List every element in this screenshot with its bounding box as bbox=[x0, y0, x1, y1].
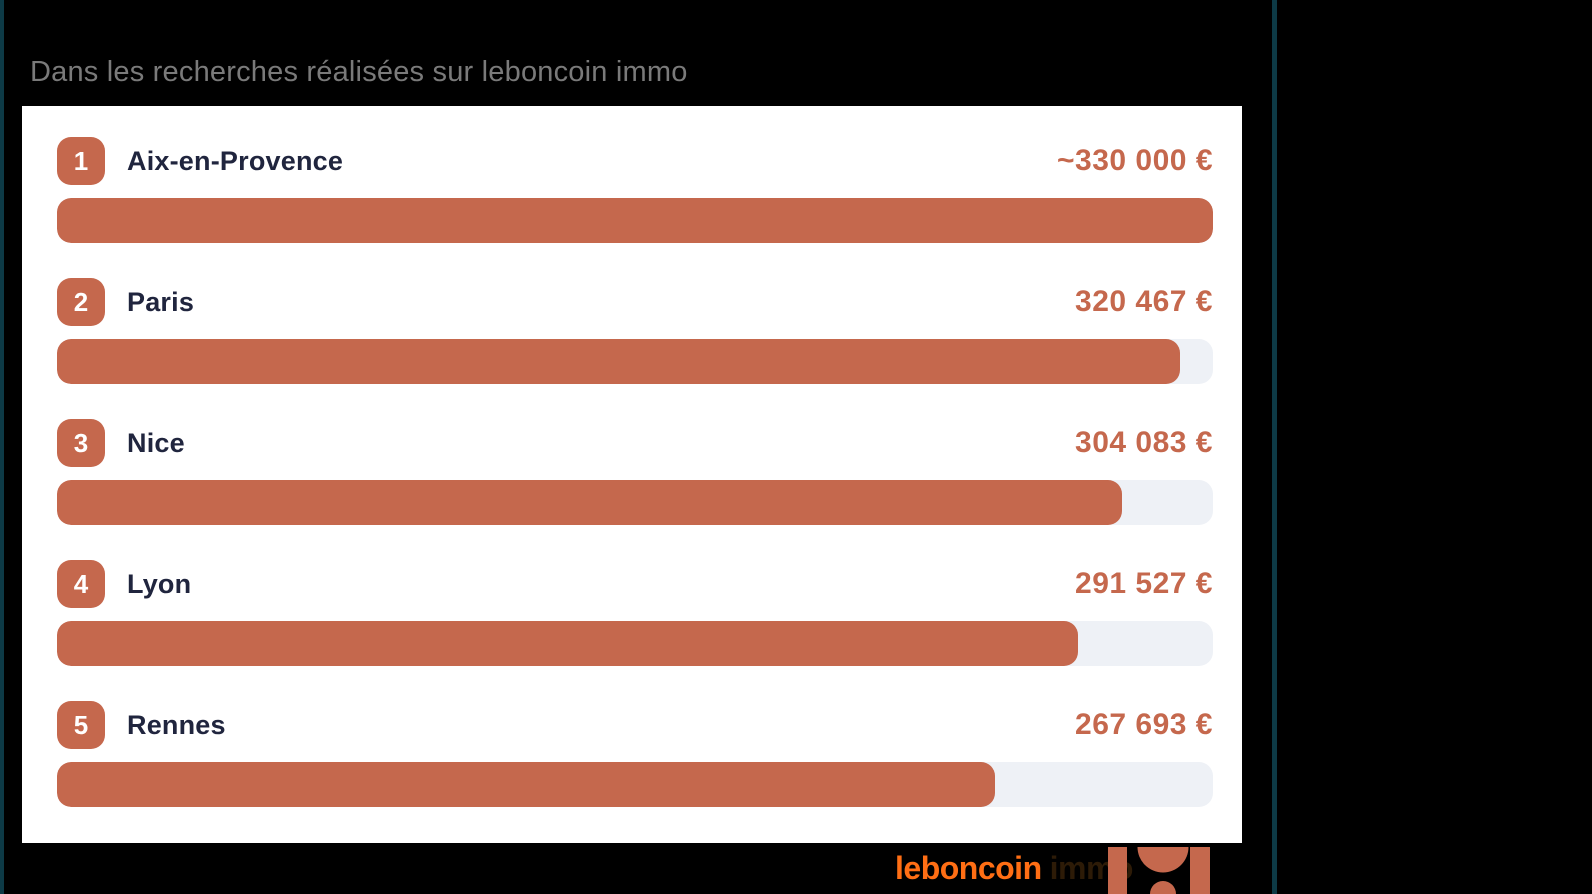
bar-track bbox=[57, 198, 1213, 243]
ranking-row: 3 Nice 304 083 € bbox=[57, 419, 1213, 525]
chart-rows: 1 Aix-en-Provence ~330 000 € 2 Paris 320 467 … bbox=[57, 137, 1213, 807]
rank-badge: 3 bbox=[57, 419, 105, 467]
ranking-row-header: 3 Nice 304 083 € bbox=[57, 419, 1213, 467]
bar-track bbox=[57, 762, 1213, 807]
city-label: Rennes bbox=[127, 709, 226, 740]
chart-card: 1 Aix-en-Provence ~330 000 € 2 Paris 320 467 … bbox=[22, 106, 1242, 843]
bar-track bbox=[57, 621, 1213, 666]
bar-fill bbox=[57, 621, 1079, 666]
chart-subtitle: Dans les recherches réalisées sur lebonc… bbox=[30, 56, 688, 88]
city-label: Aix-en-Provence bbox=[127, 145, 344, 176]
brand-logo-text: leboncoin bbox=[895, 850, 1042, 886]
ranking-row: 2 Paris 320 467 € bbox=[57, 278, 1213, 384]
rank-badge: 4 bbox=[57, 560, 105, 608]
bar-track bbox=[57, 339, 1213, 384]
ranking-row-header: 1 Aix-en-Provence ~330 000 € bbox=[57, 137, 1213, 185]
value-label: 304 083 € bbox=[1075, 426, 1213, 459]
rank-badge: 5 bbox=[57, 701, 105, 749]
city-label: Nice bbox=[127, 427, 185, 458]
bar-track bbox=[57, 480, 1213, 525]
bar-fill bbox=[57, 198, 1213, 243]
value-label: ~330 000 € bbox=[1057, 144, 1213, 177]
brand-mark-icon bbox=[1108, 847, 1210, 894]
bar-fill bbox=[57, 339, 1180, 384]
brand-logo: leboncoin immo bbox=[895, 850, 1133, 887]
city-label: Lyon bbox=[127, 568, 192, 599]
rank-badge: 1 bbox=[57, 137, 105, 185]
ranking-row: 1 Aix-en-Provence ~330 000 € bbox=[57, 137, 1213, 243]
value-label: 291 527 € bbox=[1075, 567, 1213, 600]
left-edge-strip bbox=[0, 0, 4, 894]
ranking-row-header: 5 Rennes 267 693 € bbox=[57, 701, 1213, 749]
value-label: 267 693 € bbox=[1075, 708, 1213, 741]
bar-fill bbox=[57, 480, 1123, 525]
city-label: Paris bbox=[127, 286, 195, 317]
ranking-row: 4 Lyon 291 527 € bbox=[57, 560, 1213, 666]
ranking-row-header: 2 Paris 320 467 € bbox=[57, 278, 1213, 326]
bar-fill bbox=[57, 762, 995, 807]
value-label: 320 467 € bbox=[1075, 285, 1213, 318]
ranking-row-header: 4 Lyon 291 527 € bbox=[57, 560, 1213, 608]
vertical-divider-line bbox=[1272, 0, 1277, 894]
rank-badge: 2 bbox=[57, 278, 105, 326]
ranking-row: 5 Rennes 267 693 € bbox=[57, 701, 1213, 807]
